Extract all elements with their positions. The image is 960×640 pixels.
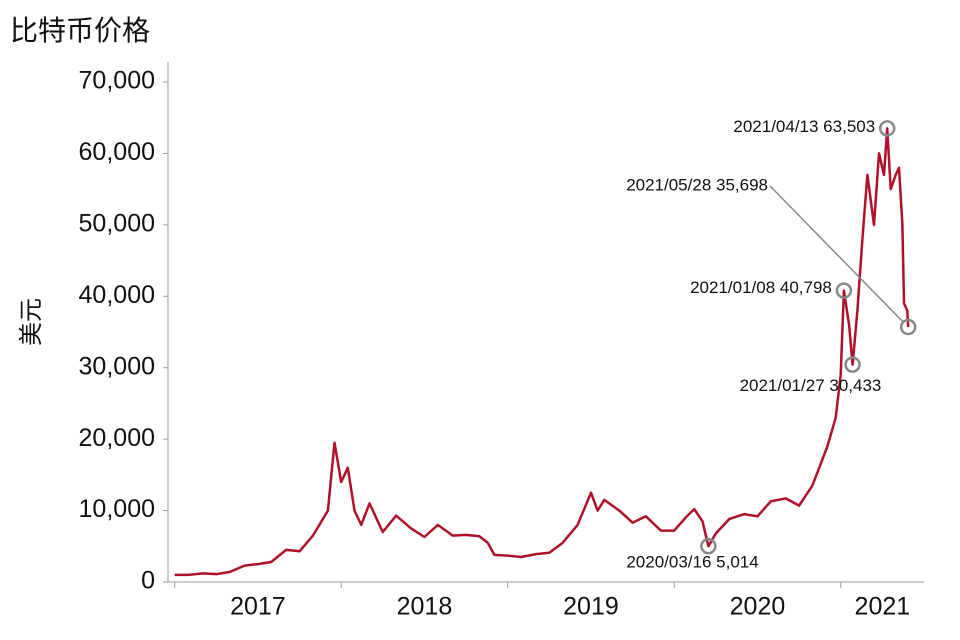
- annotation-marker: [835, 282, 853, 299]
- y-tick-label: 60,000: [79, 138, 155, 166]
- y-tick-label: 30,000: [79, 352, 155, 380]
- y-axis-label: 美元: [17, 298, 45, 346]
- x-tick-label: 2019: [563, 593, 619, 621]
- annotation-label: 2021/01/27 30,433: [740, 376, 882, 395]
- annotation-marker: [878, 120, 896, 137]
- annotation-label: 2021/05/28 35,698: [626, 175, 768, 194]
- annotation-label: 2020/03/16 5,014: [626, 553, 758, 572]
- annotation-label: 2021/04/13 63,503: [733, 117, 875, 136]
- leader-line: [769, 185, 904, 323]
- annotation-marker: [899, 318, 917, 336]
- x-tick-label: 2020: [730, 593, 786, 621]
- y-tick-label: 0: [141, 567, 155, 595]
- annotation-label: 2021/01/08 40,798: [690, 278, 832, 297]
- y-tick-label: 50,000: [79, 209, 155, 237]
- x-tick-label: 2021: [855, 593, 911, 621]
- chart-title: 比特币价格: [10, 14, 150, 47]
- y-tick-label: 20,000: [79, 424, 155, 452]
- y-tick-label: 40,000: [79, 281, 155, 309]
- price-line: [174, 127, 910, 577]
- x-tick-label: 2017: [230, 593, 286, 621]
- y-tick-label: 70,000: [79, 67, 155, 95]
- y-tick-label: 10,000: [79, 495, 155, 523]
- annotation-marker: [844, 356, 861, 373]
- x-tick-label: 2018: [397, 593, 453, 621]
- annotation-marker: [700, 537, 717, 555]
